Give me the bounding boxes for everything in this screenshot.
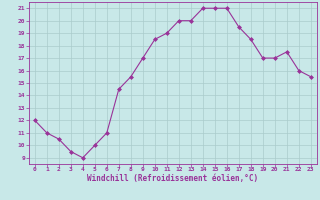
X-axis label: Windchill (Refroidissement éolien,°C): Windchill (Refroidissement éolien,°C) [87, 174, 258, 183]
